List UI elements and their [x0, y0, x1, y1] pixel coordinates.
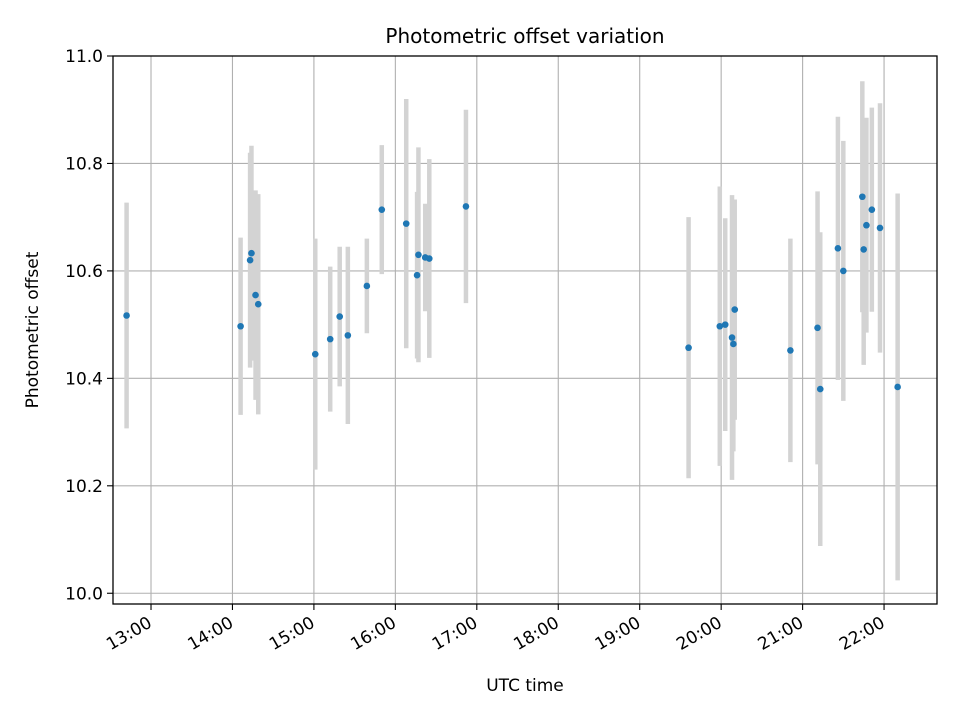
- data-point: [237, 322, 244, 330]
- data-point: [860, 246, 867, 253]
- data-point: [248, 249, 255, 257]
- data-point: [859, 193, 866, 201]
- data-point: [254, 300, 262, 308]
- data-point: [311, 350, 319, 358]
- data-point: [716, 322, 724, 330]
- data-point: [462, 203, 470, 210]
- y-tick-label: 10.4: [65, 369, 103, 389]
- data-point: [728, 334, 736, 341]
- data-point: [834, 245, 842, 252]
- data-point: [363, 282, 371, 290]
- data-point: [787, 347, 794, 354]
- data-point: [816, 385, 824, 393]
- y-tick-label: 10.8: [65, 154, 103, 174]
- data-point: [721, 321, 729, 328]
- data-point: [378, 206, 386, 213]
- data-point: [730, 340, 737, 348]
- y-tick-label: 10.0: [65, 584, 103, 604]
- y-tick-label: 10.2: [65, 477, 103, 497]
- data-point: [252, 291, 259, 299]
- data-point: [685, 344, 692, 352]
- plot-frame: [112, 55, 938, 605]
- data-point: [814, 324, 821, 332]
- data-point: [415, 251, 422, 259]
- data-point: [413, 271, 421, 279]
- y-tick-label: 10.6: [65, 262, 103, 282]
- data-point: [840, 267, 847, 275]
- data-point: [731, 306, 739, 313]
- data-point: [876, 224, 884, 232]
- chart-title: Photometric offset variation: [385, 24, 664, 48]
- data-point: [123, 312, 130, 319]
- data-point: [344, 332, 352, 339]
- data-point: [863, 221, 870, 229]
- data-point: [894, 383, 901, 391]
- y-axis-label: Photometric offset: [23, 251, 43, 408]
- y-axis-ticks: 10.0 10.2 10.4 10.6 10.8 11.0: [65, 47, 113, 604]
- data-point: [425, 255, 433, 262]
- data-point: [868, 206, 876, 213]
- data-point: [326, 335, 334, 343]
- y-tick-label: 11.0: [65, 47, 103, 67]
- data-point: [336, 313, 344, 320]
- data-point: [402, 220, 410, 227]
- data-points: [123, 193, 901, 393]
- data-point: [246, 256, 254, 264]
- x-axis-label: UTC time: [486, 676, 564, 696]
